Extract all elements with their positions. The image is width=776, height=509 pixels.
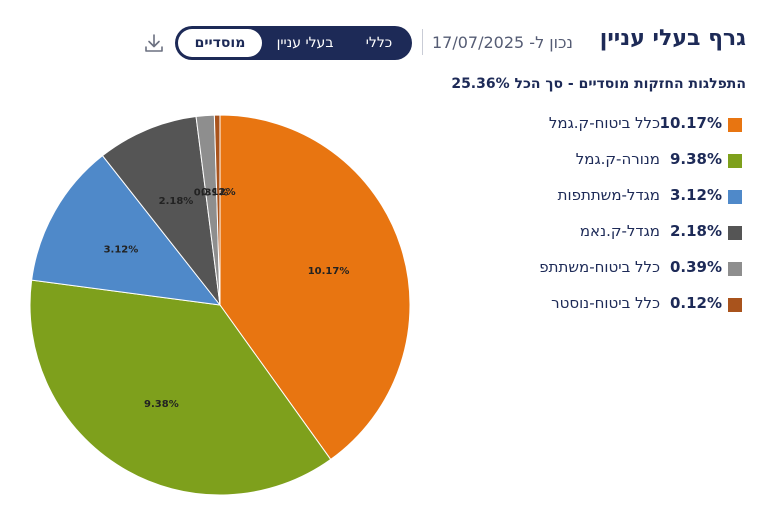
legend-swatch bbox=[728, 262, 742, 276]
download-icon[interactable] bbox=[143, 32, 165, 54]
view-toggle: כללי בעלי עניין מוסדיים bbox=[175, 26, 412, 60]
legend-swatch bbox=[728, 226, 742, 240]
pie-data-label: 0.39% bbox=[194, 187, 229, 198]
header-divider bbox=[422, 29, 423, 55]
pie-chart: 10.17% 9.38% 3.12% 2.18%0.39%0.12% bbox=[29, 114, 411, 496]
legend-item[interactable]: 0.39% כלל ביטוח-משתתפ bbox=[442, 258, 742, 294]
legend-label: מנורה-ק.גמל bbox=[575, 150, 660, 168]
legend-value: 0.39% bbox=[669, 258, 722, 276]
legend-swatch bbox=[728, 190, 742, 204]
legend-label: מגדל-משתתפות bbox=[557, 186, 660, 204]
chart-title: התפלגות החזקות מוסדיים - סך הכל 25.36% bbox=[451, 76, 746, 92]
pie-data-label: 9.38% bbox=[144, 399, 179, 410]
toggle-institutional[interactable]: מוסדיים bbox=[178, 29, 262, 57]
legend-swatch bbox=[728, 118, 742, 132]
legend-value: 2.18% bbox=[669, 222, 722, 240]
pie-slice[interactable] bbox=[101, 115, 221, 307]
legend-label: כלל ביטוח-ק.גמל bbox=[548, 114, 660, 132]
toggle-general[interactable]: כללי bbox=[365, 35, 393, 51]
pie-data-label: 0.12% bbox=[201, 187, 236, 198]
legend-swatch bbox=[728, 154, 742, 168]
legend-swatch bbox=[728, 298, 742, 312]
pie-data-label: 10.17% bbox=[308, 266, 350, 277]
legend-value: 3.12% bbox=[669, 186, 722, 204]
legend-value: 10.17% bbox=[659, 114, 722, 132]
toggle-stakeholders[interactable]: בעלי עניין bbox=[276, 35, 334, 51]
legend-label: כלל ביטוח-משתתפ bbox=[539, 258, 660, 276]
pie-data-label: 2.18% bbox=[159, 196, 194, 207]
pie-slice[interactable] bbox=[219, 114, 411, 461]
legend-value: 0.12% bbox=[669, 294, 722, 312]
legend-label: מגדל-ק.נאמ bbox=[579, 222, 660, 240]
pie-data-label: 3.12% bbox=[104, 245, 139, 256]
legend-item[interactable]: 2.18% מגדל-ק.נאמ bbox=[442, 222, 742, 258]
data-date: נכון ל- 17/07/2025 bbox=[432, 33, 573, 52]
page-title: גרף בעלי עניין bbox=[599, 26, 746, 51]
chart-legend: 10.17% כלל ביטוח-ק.גמל 9.38% מנורה-ק.גמל 3.1… bbox=[442, 114, 742, 330]
legend-item[interactable]: 10.17% כלל ביטוח-ק.גמל bbox=[442, 114, 742, 150]
legend-value: 9.38% bbox=[669, 150, 722, 168]
legend-label: כלל ביטוח-נוסטר bbox=[551, 294, 660, 312]
legend-item[interactable]: 3.12% מגדל-משתתפות bbox=[442, 186, 742, 222]
legend-item[interactable]: 9.38% מנורה-ק.גמל bbox=[442, 150, 742, 186]
pie-slice[interactable] bbox=[31, 154, 222, 306]
pie-slice[interactable] bbox=[29, 279, 332, 496]
pie-slice[interactable] bbox=[213, 114, 221, 306]
legend-item[interactable]: 0.12% כלל ביטוח-נוסטר bbox=[442, 294, 742, 330]
